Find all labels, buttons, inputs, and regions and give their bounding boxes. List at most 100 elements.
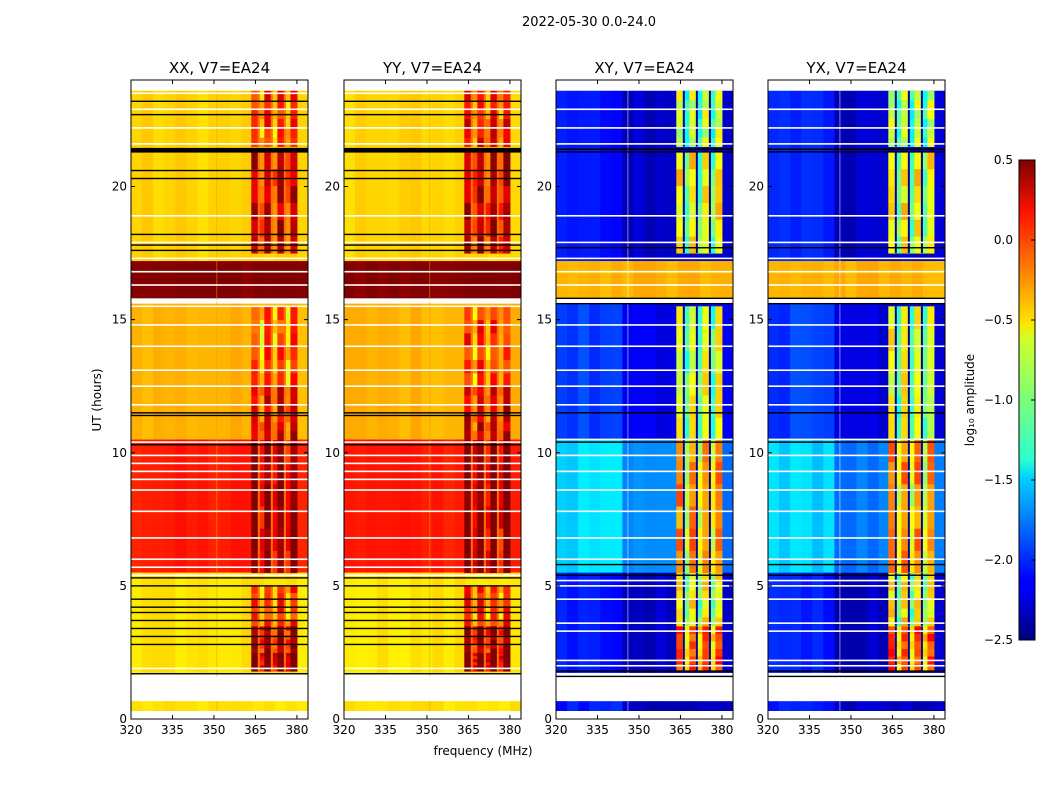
time-block-cell (274, 700, 287, 712)
rfi-channel-gap (483, 151, 486, 254)
rfi-channel-gap (483, 439, 486, 573)
rfi-cell (483, 219, 491, 237)
rfi-cell (927, 506, 935, 529)
rfi-cell (695, 417, 703, 440)
flagged-row-black (556, 297, 733, 300)
rfi-cell (483, 395, 491, 405)
rfi-cell (503, 664, 511, 669)
rfi-cell (490, 605, 498, 613)
rfi-cell (894, 572, 902, 582)
rfi-cell (477, 658, 485, 663)
rfi-cell (702, 483, 710, 507)
rfi-cell (914, 599, 922, 609)
flagged-row-white (344, 369, 521, 372)
rfi-cell (251, 151, 259, 170)
rfi-cell (264, 661, 272, 666)
rfi-cell (927, 590, 935, 600)
flagged-row-white (768, 241, 945, 244)
flagged-row-white (344, 300, 521, 302)
x-tick-label: 350 (203, 723, 226, 737)
rfi-cell (901, 328, 909, 352)
rfi-cell (477, 599, 485, 607)
time-block-cell (175, 700, 187, 712)
rfi-cell (695, 590, 703, 600)
rfi-channel-gap (708, 439, 711, 573)
rfi-cell (682, 168, 690, 187)
rfi-cell (251, 306, 259, 321)
flagged-row-black (344, 412, 521, 414)
rfi-cell (695, 550, 703, 574)
rfi-cell (251, 403, 259, 414)
rfi-cell (695, 599, 703, 609)
rfi-cell (920, 608, 928, 618)
rfi-cell (888, 663, 896, 672)
rfi-cell (695, 137, 703, 148)
rfi-cell (715, 439, 723, 463)
rfi-cell (464, 319, 472, 334)
rfi-cell (496, 667, 504, 672)
time-block-cell (567, 439, 579, 573)
time-block-cell (933, 261, 945, 299)
rfi-cell (290, 118, 298, 129)
flagged-row-white (344, 566, 521, 569)
rfi-cell (490, 219, 498, 237)
rfi-cell (283, 346, 291, 361)
flagged-gap (131, 676, 308, 701)
rfi-channel-gap (682, 151, 685, 254)
y-tick-label: 0 (756, 712, 764, 726)
rfi-cell (496, 439, 504, 463)
rfi-cell (257, 643, 265, 649)
rfi-cell (264, 412, 272, 423)
rfi-cell (503, 372, 511, 387)
rfi-cell (702, 118, 710, 129)
flagged-row-black (556, 670, 733, 672)
rfi-cell (490, 386, 498, 396)
rfi-cell (676, 439, 684, 463)
rfi-cell (277, 506, 285, 529)
rfi-cell (251, 506, 259, 529)
time-block-cell (856, 90, 869, 262)
rfi-channel-gap (695, 439, 698, 573)
rfi-cell (927, 202, 935, 220)
rfi-cell (682, 236, 690, 254)
rfi-cell (702, 616, 710, 627)
rfi-cell (702, 151, 710, 170)
rfi-cell (708, 633, 716, 642)
time-block-cell (230, 439, 243, 573)
rfi-cell (503, 592, 511, 600)
flagged-row-white (768, 438, 945, 441)
rfi-cell (290, 605, 298, 613)
rfi-cell (888, 137, 896, 148)
rfi-cell (689, 625, 697, 634)
rfi-cell (270, 652, 278, 657)
flagged-row-black (768, 297, 945, 300)
panel-2-title: YY, V7=EA24 (382, 59, 482, 77)
colorbar-tick-label: 0.0 (994, 233, 1013, 247)
rfi-cell (503, 202, 511, 220)
rfi-cell (676, 483, 684, 507)
rfi-cell (689, 506, 697, 529)
rfi-cell (264, 550, 272, 574)
rfi-cell (490, 151, 498, 170)
rfi-cell (676, 640, 684, 649)
rfi-cell (901, 663, 909, 672)
rfi-cell (290, 612, 298, 620)
time-block-cell (186, 439, 198, 573)
rfi-cell (907, 608, 915, 618)
time-block-cell (699, 261, 712, 299)
time-block-cell (790, 439, 802, 573)
rfi-cell (283, 658, 291, 663)
time-block-cell (153, 90, 165, 262)
rfi-cell (927, 137, 935, 148)
time-block-cell (344, 261, 356, 299)
rfi-cell (290, 655, 298, 660)
rfi-cell (682, 648, 690, 657)
rfi-cell (901, 625, 909, 634)
rfi-cell (914, 185, 922, 203)
time-block-cell (644, 261, 657, 299)
time-block-cell (867, 439, 880, 573)
time-block-cell (611, 303, 623, 440)
rfi-cell (914, 640, 922, 649)
rfi-cell (927, 372, 935, 396)
